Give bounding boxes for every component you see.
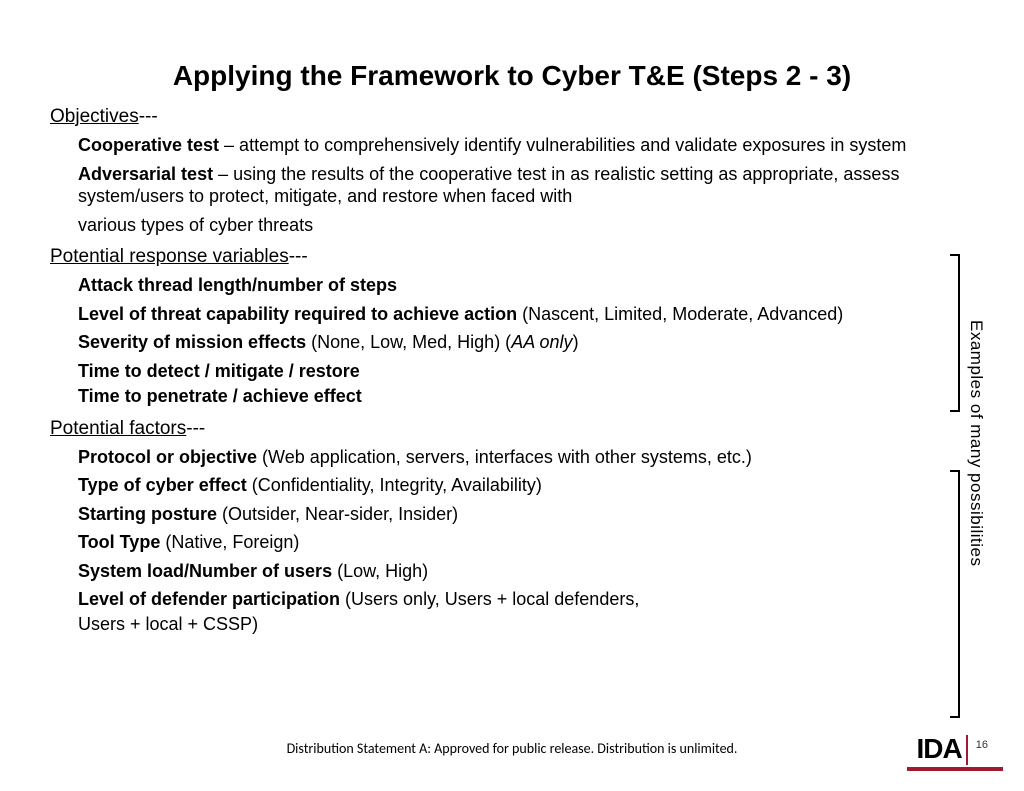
item-plain: various types of cyber threats xyxy=(78,215,313,235)
list-item: various types of cyber threats xyxy=(78,214,974,237)
list-item: Protocol or objective (Web application, … xyxy=(78,446,974,469)
page-number: 16 xyxy=(976,739,988,751)
header-dashes: --- xyxy=(139,106,158,127)
item-rest: (Web application, servers, interfaces wi… xyxy=(257,447,752,467)
item-bold: Type of cyber effect xyxy=(78,475,247,495)
header-text: Objectives xyxy=(50,106,139,127)
item-bold: Starting posture xyxy=(78,504,217,524)
response-list: Attack thread length/number of steps Lev… xyxy=(50,274,974,408)
factors-list: Protocol or objective (Web application, … xyxy=(50,446,974,636)
item-plain: Users + local + CSSP) xyxy=(78,614,258,634)
list-item: Starting posture (Outsider, Near-sider, … xyxy=(78,503,974,526)
list-item: Users + local + CSSP) xyxy=(78,613,974,636)
item-bold: Protocol or objective xyxy=(78,447,257,467)
side-label: Examples of many possibilities xyxy=(966,320,986,566)
list-item: Cooperative test – attempt to comprehens… xyxy=(78,134,974,157)
list-item: Time to detect / mitigate / restore xyxy=(78,360,974,383)
item-rest: (Low, High) xyxy=(332,561,428,581)
header-dashes: --- xyxy=(186,418,205,439)
item-tail: ) xyxy=(573,332,579,352)
item-bold: Level of threat capability required to a… xyxy=(78,304,517,324)
section-header-factors: Potential factors--- xyxy=(50,418,974,440)
item-bold: Severity of mission effects xyxy=(78,332,306,352)
item-rest: (Confidentiality, Integrity, Availabilit… xyxy=(247,475,542,495)
item-bold: Level of defender participation xyxy=(78,589,340,609)
item-bold: Attack thread length/number of steps xyxy=(78,275,397,295)
item-bold: Time to penetrate / achieve effect xyxy=(78,386,362,406)
item-rest: (None, Low, Med, High) ( xyxy=(306,332,511,352)
list-item: Time to penetrate / achieve effect xyxy=(78,385,974,408)
logo-block: IDA 16 xyxy=(917,733,988,765)
item-bold: Time to detect / mitigate / restore xyxy=(78,361,360,381)
item-bold: System load/Number of users xyxy=(78,561,332,581)
item-rest: (Native, Foreign) xyxy=(160,532,299,552)
list-item: Type of cyber effect (Confidentiality, I… xyxy=(78,474,974,497)
item-rest: (Nascent, Limited, Moderate, Advanced) xyxy=(517,304,843,324)
logo-underline-icon xyxy=(907,767,1003,771)
item-rest: (Users only, Users + local defenders, xyxy=(340,589,639,609)
slide-content: Examples of many possibilities Applying … xyxy=(50,60,974,635)
list-item: Tool Type (Native, Foreign) xyxy=(78,531,974,554)
item-bold: Adversarial test xyxy=(78,164,213,184)
header-text: Potential response variables xyxy=(50,246,289,267)
distribution-statement: Distribution Statement A: Approved for p… xyxy=(0,740,1024,757)
item-bold: Cooperative test xyxy=(78,135,219,155)
bracket-factors xyxy=(950,470,960,718)
list-item: Attack thread length/number of steps xyxy=(78,274,974,297)
item-italic: AA only xyxy=(511,332,572,352)
list-item: Severity of mission effects (None, Low, … xyxy=(78,331,974,354)
list-item: Level of threat capability required to a… xyxy=(78,303,974,326)
ida-logo: IDA xyxy=(917,733,968,765)
header-text: Potential factors xyxy=(50,418,186,439)
slide-title: Applying the Framework to Cyber T&E (Ste… xyxy=(50,60,974,92)
header-dashes: --- xyxy=(289,246,308,267)
list-item: Level of defender participation (Users o… xyxy=(78,588,974,611)
list-item: Adversarial test – using the results of … xyxy=(78,163,974,208)
objectives-list: Cooperative test – attempt to comprehens… xyxy=(50,134,974,236)
item-bold: Tool Type xyxy=(78,532,160,552)
item-rest: (Outsider, Near-sider, Insider) xyxy=(217,504,458,524)
logo-text: IDA xyxy=(917,733,962,765)
logo-divider-icon xyxy=(966,735,968,765)
bracket-response xyxy=(950,254,960,412)
item-rest: – attempt to comprehensively identify vu… xyxy=(219,135,906,155)
list-item: System load/Number of users (Low, High) xyxy=(78,560,974,583)
section-header-objectives: Objectives--- xyxy=(50,106,974,128)
section-header-response: Potential response variables--- xyxy=(50,246,974,268)
